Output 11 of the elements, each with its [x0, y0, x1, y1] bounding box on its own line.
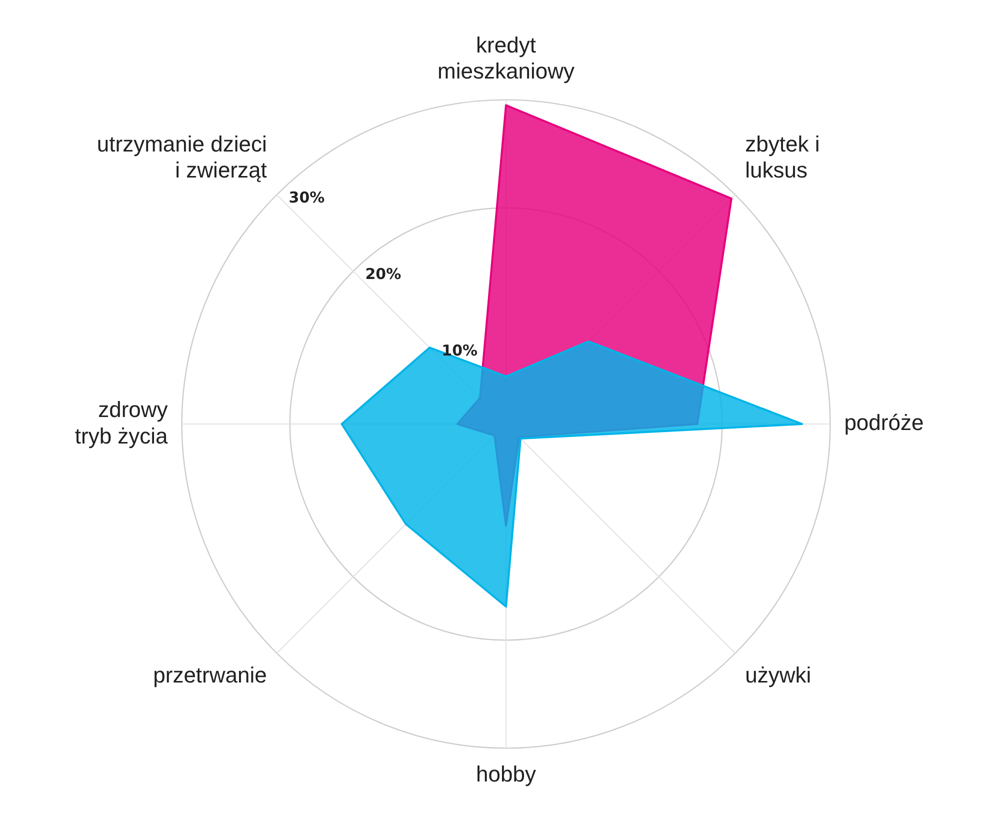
spoke-label: utrzymanie dzieci i zwierząt: [96, 131, 267, 183]
spoke-label: zdrowy tryb życia: [74, 396, 169, 448]
spoke-label: hobby: [476, 761, 536, 786]
spoke-label: używki: [745, 662, 812, 688]
spoke-label: zbytek i luksus: [745, 131, 820, 183]
spoke-label: podróże: [844, 410, 924, 436]
spoke-label: przetrwanie: [153, 662, 267, 688]
y-tick-label: 10%: [442, 341, 478, 360]
y-tick-label: 20%: [365, 265, 402, 284]
y-tick-label: 30%: [288, 188, 325, 207]
spoke-label: kredyt mieszkaniowy: [438, 32, 574, 84]
